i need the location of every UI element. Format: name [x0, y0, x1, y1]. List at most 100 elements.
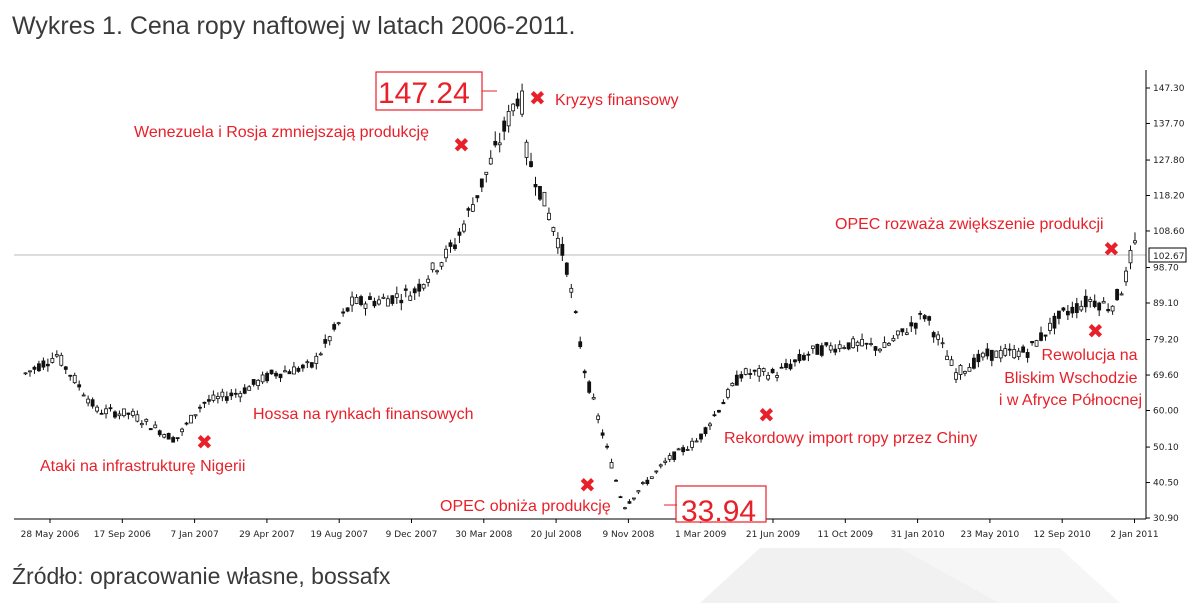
candle-body: [1092, 300, 1097, 307]
candle-body: [37, 363, 41, 372]
candle-body: [202, 401, 207, 404]
price-candles: [23, 83, 1137, 510]
candle-body: [882, 342, 887, 348]
candle-body: [520, 90, 524, 115]
x-tick-label: 9 Nov 2008: [602, 530, 654, 540]
candle-body: [318, 353, 323, 356]
candle-body: [582, 370, 587, 374]
annotation-label: Kryzys finansowy: [555, 92, 679, 109]
candle-body: [989, 349, 994, 361]
annotation-bull-market: Hossa na rynkach finansowych: [253, 406, 474, 423]
y-tick-label: 79.20: [1153, 336, 1179, 346]
candle-body: [444, 248, 448, 259]
candle-body: [336, 322, 341, 325]
candle-body: [909, 322, 914, 327]
x-tick-label: 30 Mar 2008: [455, 530, 512, 540]
candle-body: [350, 296, 354, 306]
candle-body: [851, 338, 856, 349]
candle-body: [833, 348, 838, 353]
candle-body: [466, 208, 471, 211]
candle-body: [23, 372, 28, 375]
candle-body: [224, 396, 229, 401]
candle-body: [963, 371, 967, 374]
y-tick-label: 127.80: [1153, 156, 1185, 166]
candle-body: [368, 296, 372, 300]
candle-body: [694, 440, 699, 443]
candle-body: [175, 437, 180, 440]
y-tick-label: 40.50: [1153, 479, 1179, 489]
candle-body: [1048, 322, 1052, 331]
candle-body: [766, 374, 771, 380]
candle-body: [394, 293, 399, 298]
candle-body: [412, 288, 417, 294]
y-tick-label: 98.70: [1153, 264, 1179, 274]
candle-body: [77, 384, 82, 388]
candle-body: [300, 364, 305, 369]
x-tick-label: 21 Jun 2009: [746, 530, 800, 540]
candle-body: [497, 142, 502, 146]
candle-body: [596, 415, 601, 420]
candle-body: [457, 231, 462, 236]
candle-body: [1034, 340, 1039, 347]
candle-body: [654, 470, 659, 473]
candle-body: [819, 345, 824, 356]
candle-body: [708, 423, 712, 427]
candle-body: [985, 348, 990, 357]
candle-body: [207, 399, 211, 402]
candle-body: [32, 366, 37, 370]
candle-body: [479, 178, 484, 188]
candle-body: [323, 339, 328, 344]
candle-body: [162, 434, 167, 438]
annotation-label: OPEC rozważa zwiększenie produkcji: [835, 216, 1104, 233]
candle-body: [623, 507, 627, 510]
y-tick-label: 60.00: [1153, 407, 1179, 417]
candle-body: [712, 414, 717, 417]
max-price-box: [375, 71, 483, 111]
candle-body: [895, 330, 900, 336]
candle-body: [564, 262, 569, 275]
candle-body: [980, 352, 985, 358]
candle-body: [189, 414, 193, 424]
x-tick-label: 20 Jul 2008: [531, 530, 582, 540]
candle-body: [1021, 346, 1026, 353]
annotation-venezuela-russia: ✖ Wenezuela i Rosja zmniejszają produkcj…: [134, 124, 470, 157]
x-marker-icon: ✖: [758, 403, 775, 427]
candle-body: [278, 373, 283, 379]
candle-body: [296, 367, 301, 372]
candle-body: [72, 374, 77, 384]
candle-body: [220, 391, 225, 398]
candle-body: [797, 353, 802, 362]
candle-body: [1070, 306, 1075, 314]
x-marker-icon: ✖: [1103, 237, 1120, 261]
annotation-nigeria: ✖ Ataki na infrastrukturę Nigerii: [40, 430, 245, 475]
y-tick-label: 137.70: [1153, 119, 1185, 129]
candle-body: [846, 342, 851, 350]
candle-body: [640, 482, 645, 484]
candle-body: [439, 262, 444, 267]
candle-body: [972, 357, 976, 369]
candle-body: [976, 353, 981, 363]
candle-body: [54, 354, 59, 357]
candle-body: [1057, 310, 1061, 319]
candle-body: [381, 296, 386, 299]
candle-body: [1043, 334, 1048, 337]
candle-body: [784, 363, 788, 369]
candle-body: [998, 350, 1003, 359]
candle-body: [63, 366, 68, 370]
candle-body: [233, 392, 238, 395]
candle-body: [104, 408, 108, 415]
candle-body: [1133, 240, 1137, 244]
y-tick-label: 108.60: [1153, 227, 1185, 237]
candle-body: [533, 184, 538, 188]
candle-body: [703, 427, 708, 435]
watermark-shape-2: [900, 548, 1120, 603]
candle-body: [408, 295, 413, 301]
candle-body: [949, 359, 954, 366]
max-price-label: 147.24: [378, 77, 470, 110]
x-marker-icon: ✖: [579, 473, 596, 497]
candle-body: [1039, 332, 1043, 341]
candle-body: [238, 393, 243, 398]
candle-body: [341, 311, 346, 314]
candle-body: [994, 350, 999, 358]
candle-body: [555, 237, 560, 249]
